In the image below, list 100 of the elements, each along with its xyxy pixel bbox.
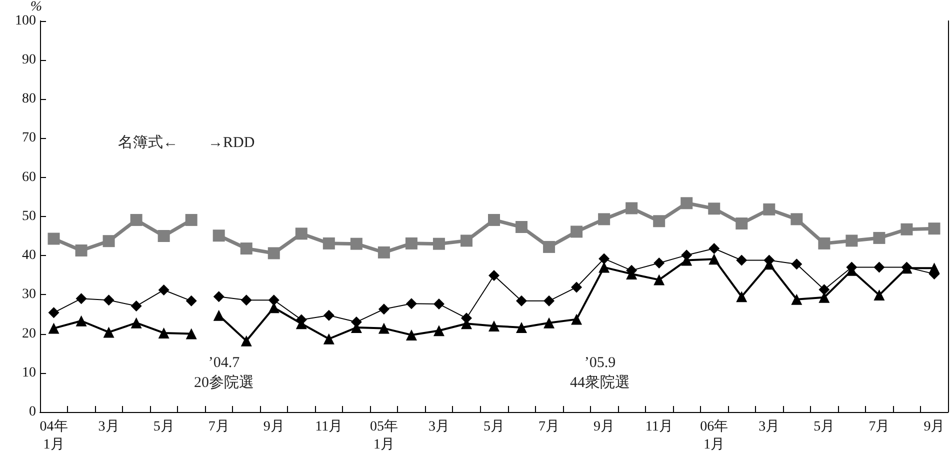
point — [103, 326, 114, 338]
point — [75, 244, 88, 256]
y-tick-label: 10 — [22, 365, 36, 380]
point — [323, 333, 334, 344]
x-tick-label: 5月 — [484, 420, 504, 434]
point — [102, 235, 115, 248]
point — [378, 304, 390, 315]
point — [488, 214, 500, 226]
point — [432, 238, 445, 250]
point — [736, 254, 748, 266]
point — [130, 300, 142, 312]
point — [378, 246, 390, 258]
point — [653, 215, 666, 228]
point — [571, 314, 582, 325]
x-tick-label: 05年 1月 — [370, 418, 398, 452]
point — [488, 270, 500, 282]
x-tick-label: 5月 — [814, 420, 835, 434]
point — [626, 202, 638, 214]
point — [268, 294, 280, 306]
point — [460, 234, 472, 247]
point — [818, 284, 830, 296]
y-tick-label: 80 — [22, 92, 36, 107]
point — [158, 328, 170, 338]
point — [708, 202, 720, 215]
point — [433, 298, 444, 310]
point — [736, 217, 748, 230]
point — [213, 310, 224, 321]
x-tick-label: 3月 — [98, 420, 120, 434]
y-tick-label: 90 — [22, 52, 36, 68]
x-tick-label: 5月 — [153, 420, 174, 434]
point — [48, 307, 60, 318]
y-tick-label: 70 — [22, 130, 36, 146]
point — [846, 234, 858, 247]
annotation: ’04.7 20参院選 — [194, 355, 254, 391]
point — [598, 262, 610, 273]
point — [874, 290, 885, 301]
point — [791, 258, 802, 270]
annotation: ’05.9 44衆院選 — [570, 355, 630, 391]
point — [570, 226, 583, 238]
point — [378, 322, 390, 334]
x-tick-label: 11月 — [645, 420, 673, 434]
point — [654, 257, 665, 268]
x-tick-label: 04年 1月 — [40, 418, 68, 452]
y-tick-label: 40 — [22, 248, 36, 264]
point — [516, 322, 528, 334]
point — [323, 310, 334, 321]
point — [76, 315, 87, 326]
point — [433, 325, 444, 336]
point — [791, 294, 802, 305]
point — [544, 295, 555, 306]
y-tick-label: 100 — [15, 13, 36, 28]
point — [873, 232, 886, 244]
point — [874, 262, 885, 273]
point — [708, 243, 720, 254]
point — [736, 291, 748, 302]
point — [130, 214, 142, 226]
y-tick-label: 20 — [22, 326, 36, 342]
point — [598, 253, 610, 264]
point — [212, 230, 225, 242]
point — [763, 203, 776, 216]
x-tick-label: 11月 — [315, 420, 343, 434]
point — [76, 293, 87, 304]
y-tick-label: 30 — [22, 287, 36, 302]
point — [516, 221, 528, 234]
point — [516, 295, 528, 306]
point — [544, 317, 555, 328]
x-tick-label: 7月 — [538, 420, 560, 434]
point — [900, 223, 913, 236]
y-tick-label: 0 — [29, 404, 36, 420]
point — [240, 242, 252, 255]
point — [790, 213, 803, 226]
point — [405, 237, 418, 250]
point — [240, 335, 252, 346]
point — [213, 291, 224, 302]
x-tick-label: 06年 1月 — [700, 418, 728, 452]
point — [240, 294, 252, 306]
point — [654, 274, 665, 286]
x-tick-label: 7月 — [208, 420, 230, 434]
point — [350, 238, 362, 250]
point — [406, 329, 417, 340]
point — [818, 237, 830, 250]
point — [186, 295, 197, 306]
point — [488, 320, 500, 332]
point — [406, 298, 417, 310]
y-tick-label: 60 — [22, 170, 36, 185]
point — [130, 317, 142, 328]
y-tick-label: 50 — [22, 208, 36, 224]
point — [928, 222, 940, 235]
x-tick-label: 3月 — [758, 420, 780, 434]
x-tick-label: 9月 — [263, 420, 284, 434]
y-axis-title: % — [30, 0, 42, 14]
point — [295, 228, 308, 240]
x-tick-label: 3月 — [428, 420, 450, 434]
point — [158, 284, 170, 296]
point — [571, 282, 582, 293]
point — [185, 214, 198, 226]
point — [268, 247, 280, 260]
x-tick-label: 9月 — [924, 420, 945, 434]
point — [158, 230, 170, 242]
point — [48, 232, 60, 245]
